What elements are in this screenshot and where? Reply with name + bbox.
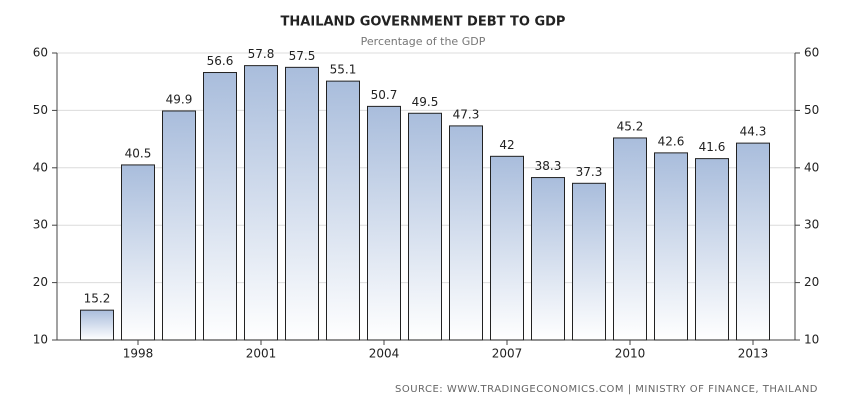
value-label: 37.3 — [576, 165, 603, 179]
bar — [244, 65, 278, 341]
value-label: 47.3 — [453, 107, 480, 121]
value-label: 49.9 — [166, 92, 193, 106]
y2-tick-label: 30 — [804, 218, 819, 232]
bar — [367, 105, 401, 341]
value-label: 50.7 — [371, 88, 398, 102]
value-label: 41.6 — [699, 140, 726, 154]
value-label: 40.5 — [125, 146, 152, 160]
bar — [285, 66, 319, 341]
chart-subtitle: Percentage of the GDP — [361, 35, 486, 48]
y2-tick-label: 60 — [804, 46, 819, 60]
y2-tick-label: 20 — [804, 275, 819, 289]
x-tick-label: 2001 — [246, 347, 277, 361]
x-tick-label: 2013 — [738, 347, 769, 361]
y2-tick-label: 40 — [804, 160, 819, 174]
bar — [80, 309, 114, 341]
value-label: 57.8 — [248, 47, 275, 61]
bar — [162, 110, 196, 341]
value-label: 45.2 — [617, 119, 644, 133]
value-label: 57.5 — [289, 49, 316, 63]
bar — [654, 152, 688, 341]
y-tick-label: 60 — [33, 46, 48, 60]
value-label: 44.3 — [740, 125, 767, 139]
bar — [613, 137, 647, 341]
y2-tick-label: 10 — [804, 333, 819, 347]
value-label: 42.6 — [658, 134, 685, 148]
value-label: 38.3 — [535, 159, 562, 173]
y-tick-label: 50 — [33, 103, 48, 117]
x-tick-label: 2010 — [615, 347, 646, 361]
bar — [531, 177, 565, 341]
x-tick-label: 2004 — [369, 347, 400, 361]
chart-title: THAILAND GOVERNMENT DEBT TO GDP — [281, 15, 566, 30]
y-tick-label: 20 — [33, 275, 48, 289]
value-label: 15.2 — [84, 292, 111, 306]
y-tick-label: 10 — [33, 333, 48, 347]
bar — [695, 158, 729, 341]
bar — [326, 80, 360, 341]
value-label: 49.5 — [412, 95, 439, 109]
bar — [408, 112, 442, 341]
bar — [203, 72, 237, 341]
bar — [490, 155, 524, 341]
x-tick-label: 2007 — [492, 347, 523, 361]
x-tick-label: 1998 — [123, 347, 154, 361]
value-label: 56.6 — [207, 54, 234, 68]
y-tick-label: 40 — [33, 160, 48, 174]
value-label: 42 — [499, 138, 514, 152]
bar — [572, 182, 606, 341]
bar — [449, 125, 483, 341]
source-note: SOURCE: WWW.TRADINGECONOMICS.COM | MINIS… — [395, 384, 818, 395]
bar — [121, 164, 155, 341]
bar — [736, 142, 770, 341]
y-tick-label: 30 — [33, 218, 48, 232]
y2-tick-label: 50 — [804, 103, 819, 117]
value-label: 55.1 — [330, 63, 357, 77]
